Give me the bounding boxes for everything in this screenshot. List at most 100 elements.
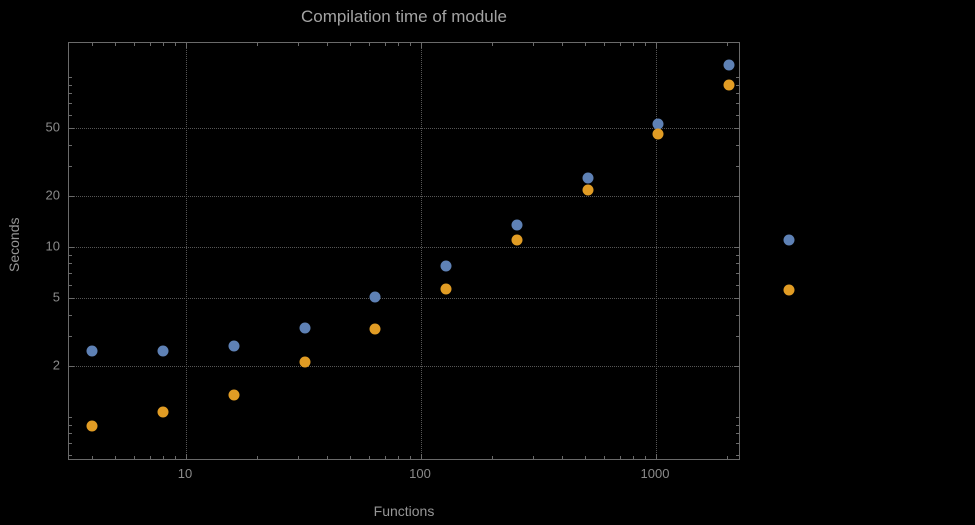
data-point — [369, 291, 381, 303]
x-tick-mark — [384, 43, 386, 46]
x-tick-mark — [384, 456, 386, 459]
x-tick-mark — [585, 43, 587, 46]
y-tick-mark — [69, 93, 72, 95]
y-tick-mark — [69, 454, 72, 456]
x-tick-mark — [421, 43, 422, 48]
y-tick-mark — [69, 424, 72, 426]
x-tick-label: 1000 — [640, 466, 670, 481]
x-tick-mark — [645, 456, 647, 459]
x-tick-mark — [619, 456, 621, 459]
y-tick-mark — [69, 195, 72, 197]
y-tick-mark — [736, 84, 739, 86]
data-point — [723, 59, 735, 71]
x-tick-mark — [92, 43, 94, 46]
y-tick-mark — [69, 103, 72, 105]
x-tick-mark — [256, 456, 258, 459]
y-tick-label: 20 — [45, 187, 60, 203]
legend-marker — [783, 284, 795, 296]
y-tick-mark — [734, 247, 739, 248]
y-tick-mark — [69, 263, 72, 265]
data-point — [157, 345, 169, 357]
x-tick-mark — [149, 43, 151, 46]
y-tick-mark — [69, 273, 72, 275]
y-tick-mark — [736, 128, 739, 130]
y-tick-label: 2 — [52, 357, 60, 373]
x-tick-mark — [633, 456, 635, 459]
x-tick-mark — [398, 456, 400, 459]
y-tick-mark — [736, 103, 739, 105]
y-tick-mark — [69, 443, 72, 445]
y-tick-mark — [69, 128, 72, 130]
y-tick-mark — [69, 114, 72, 116]
data-point — [157, 406, 169, 418]
x-tick-mark — [186, 454, 187, 459]
data-point — [723, 79, 735, 91]
x-tick-mark — [410, 43, 412, 46]
data-point — [86, 420, 98, 432]
x-tick-mark — [298, 456, 300, 459]
y-tick-mark — [69, 314, 72, 316]
x-tick-mark — [421, 454, 422, 459]
data-point — [511, 219, 523, 231]
data-point — [86, 345, 98, 357]
y-tick-mark — [736, 195, 739, 197]
chart-title: Compilation time of module — [301, 7, 507, 26]
y-tick-label: 10 — [45, 238, 60, 254]
gridline-y — [69, 365, 739, 367]
y-tick-mark — [736, 424, 739, 426]
data-point — [511, 234, 523, 246]
x-tick-mark — [619, 43, 621, 46]
x-tick-mark — [350, 456, 352, 459]
x-tick-mark — [603, 43, 605, 46]
x-tick-mark — [491, 456, 493, 459]
y-tick-mark — [69, 247, 74, 248]
y-tick-mark — [736, 77, 739, 78]
y-tick-mark — [736, 93, 739, 95]
y-tick-mark — [736, 114, 739, 116]
gridline-x — [421, 43, 422, 459]
x-tick-mark — [726, 456, 728, 459]
y-tick-mark — [69, 298, 72, 300]
x-tick-mark — [368, 43, 370, 46]
y-tick-mark — [736, 335, 739, 337]
x-tick-mark — [133, 456, 135, 459]
gridline-x — [186, 43, 187, 459]
y-tick-mark — [69, 433, 72, 435]
data-point — [369, 323, 381, 335]
x-tick-mark — [562, 43, 564, 46]
y-tick-mark — [736, 144, 739, 146]
gridline-y — [69, 128, 739, 130]
y-tick-mark — [69, 144, 72, 146]
data-point — [228, 340, 240, 352]
data-point — [299, 356, 311, 368]
y-tick-mark — [736, 254, 739, 256]
y-tick-mark — [69, 365, 72, 367]
x-tick-label: 100 — [409, 466, 431, 481]
data-point — [228, 389, 240, 401]
gridline-y — [69, 195, 739, 197]
y-tick-mark — [69, 77, 72, 78]
y-tick-mark — [69, 84, 72, 86]
x-tick-mark — [256, 43, 258, 46]
x-tick-mark — [656, 43, 657, 48]
gridline-x — [656, 43, 657, 459]
y-tick-label: 50 — [45, 119, 60, 135]
y-tick-mark — [736, 273, 739, 275]
data-point — [440, 260, 452, 272]
x-tick-mark — [175, 456, 177, 459]
y-tick-mark — [736, 433, 739, 435]
x-axis-label: Functions — [373, 503, 435, 519]
x-tick-mark — [115, 456, 117, 459]
x-tick-mark — [656, 454, 657, 459]
x-tick-mark — [298, 43, 300, 46]
x-tick-mark — [533, 43, 535, 46]
x-tick-mark — [398, 43, 400, 46]
x-tick-mark — [327, 456, 329, 459]
x-tick-mark — [603, 456, 605, 459]
x-tick-mark — [327, 43, 329, 46]
y-tick-mark — [736, 417, 739, 418]
y-tick-mark — [736, 365, 739, 367]
x-tick-mark — [726, 43, 728, 46]
x-tick-mark — [175, 43, 177, 46]
